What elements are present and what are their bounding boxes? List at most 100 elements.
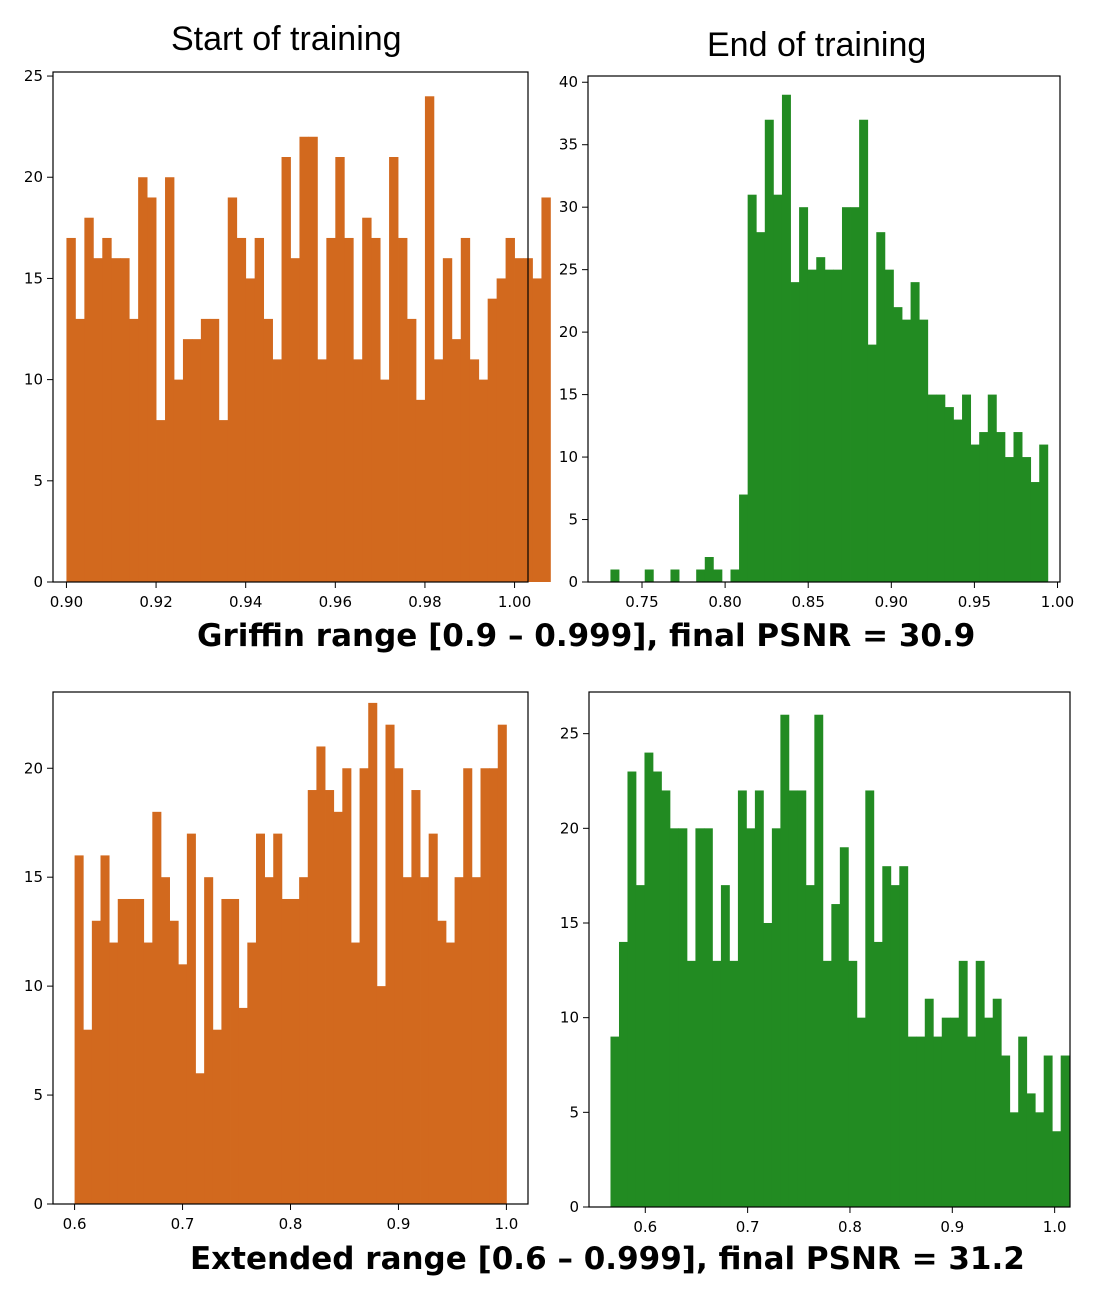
x-tick-label: 0.75 (625, 593, 658, 611)
histogram-bar (814, 714, 824, 1207)
histogram-bar (428, 833, 438, 1204)
axes-frame (588, 691, 1071, 1208)
histogram-bar (958, 960, 968, 1207)
histogram-bar (941, 1017, 951, 1207)
histogram-bar (200, 318, 211, 582)
histogram-bar (996, 432, 1006, 582)
caption-extended-range: Extended range [0.6 – 0.999], final PSNR… (190, 1241, 1025, 1277)
histogram-bar (979, 432, 989, 582)
y-tick-label: 15 (559, 386, 578, 404)
histogram-bar (848, 960, 858, 1207)
histogram-bar (652, 771, 662, 1207)
histogram-bar (686, 960, 696, 1207)
histogram-bar (471, 877, 481, 1204)
histogram-bar (398, 237, 408, 582)
histogram-bar (326, 237, 336, 582)
histogram-bar (451, 339, 462, 582)
histogram-bar (824, 269, 834, 582)
histogram-bar (833, 269, 843, 582)
histogram-bar (165, 177, 175, 583)
histogram-bar (902, 319, 911, 582)
axes-frame (52, 71, 529, 583)
histogram-bar (480, 768, 490, 1204)
y-tick-label: 20 (24, 759, 43, 777)
histogram-bar (841, 207, 851, 582)
histogram-bar (281, 157, 291, 582)
histogram-bar (933, 1036, 943, 1207)
x-tick-label: 0.90 (50, 593, 83, 611)
histogram-bar (907, 1036, 917, 1207)
histogram-bar (204, 877, 214, 1204)
x-tick-label: 0.7 (736, 1218, 760, 1236)
histogram-bar (385, 724, 395, 1204)
x-tick-label: 1.00 (498, 593, 531, 611)
x-tick-label: 0.98 (408, 593, 441, 611)
histogram-bar (380, 379, 390, 582)
histogram-bar (1043, 1055, 1053, 1207)
histogram-extended-end: 0.6 0.7 0.8 0.9 1.0 0 5 10 15 20 25 (560, 691, 1071, 1236)
histogram-bar (138, 177, 148, 583)
histogram-bar (245, 278, 256, 582)
histogram-bar (669, 828, 679, 1207)
histogram-bar (712, 960, 722, 1207)
histogram-bar (670, 569, 680, 582)
histogram-bar (75, 318, 85, 582)
histogram-bar (635, 885, 645, 1208)
axes-frame (587, 75, 1061, 583)
y-tick-label: 10 (24, 371, 43, 389)
histogram-bar (238, 1007, 248, 1204)
histogram-griffin-start: 0.90 0.92 0.94 0.96 0.98 1.00 0 5 10 15 20 25 (24, 67, 551, 611)
histogram-bar (402, 877, 412, 1204)
y-tick-label: 5 (568, 511, 578, 529)
histogram-bar (763, 922, 773, 1207)
histogram-bar (882, 866, 892, 1207)
histogram-bar (221, 898, 231, 1204)
histogram-bar (445, 942, 455, 1204)
y-tick-label: 35 (559, 136, 578, 154)
histogram-bar (147, 197, 157, 583)
histogram-bar (661, 790, 671, 1207)
histogram-bar (822, 960, 832, 1207)
y-tick-label: 5 (33, 472, 43, 490)
histogram-bar (454, 877, 464, 1204)
histogram-bar (910, 282, 920, 582)
histogram-bar (143, 942, 153, 1204)
histogram-bar (487, 298, 498, 582)
histogram-bar (120, 258, 130, 582)
histogram-bar (335, 157, 345, 582)
histogram-bar (368, 702, 378, 1204)
histogram-bar (178, 964, 188, 1204)
histogram-bar (209, 318, 220, 582)
histogram-bar (644, 752, 654, 1207)
histogram-bar (496, 278, 506, 582)
title-end-of-training: End of training (707, 26, 927, 64)
histogram-bar (610, 569, 620, 582)
histogram-bar (489, 768, 499, 1204)
histogram-bar (152, 811, 162, 1204)
histogram-bar (754, 790, 764, 1207)
histogram-bar (83, 1029, 93, 1204)
histogram-bar (850, 207, 860, 582)
histogram-bar (299, 136, 309, 582)
histogram-bar (497, 724, 507, 1204)
x-tick-label: 0.80 (708, 593, 741, 611)
histogram-bar (442, 258, 453, 582)
title-start-of-training: Start of training (171, 20, 402, 58)
histogram-bar (695, 828, 705, 1207)
y-tick-label: 20 (560, 819, 579, 837)
histogram-bar (788, 790, 798, 1207)
histogram-bar (747, 194, 757, 582)
histogram-bar (463, 768, 473, 1204)
histogram-bar (764, 119, 774, 582)
histogram-bar (333, 811, 343, 1204)
histogram-bar (756, 232, 766, 583)
histogram-bar (273, 833, 283, 1204)
histogram-bar (713, 569, 723, 582)
histogram-bar (191, 339, 202, 582)
x-tick-label: 0.95 (958, 593, 991, 611)
histogram-bar (84, 217, 94, 582)
histogram-bar (111, 258, 121, 582)
histogram-bar (263, 318, 273, 582)
x-tick-label: 0.8 (279, 1215, 303, 1233)
